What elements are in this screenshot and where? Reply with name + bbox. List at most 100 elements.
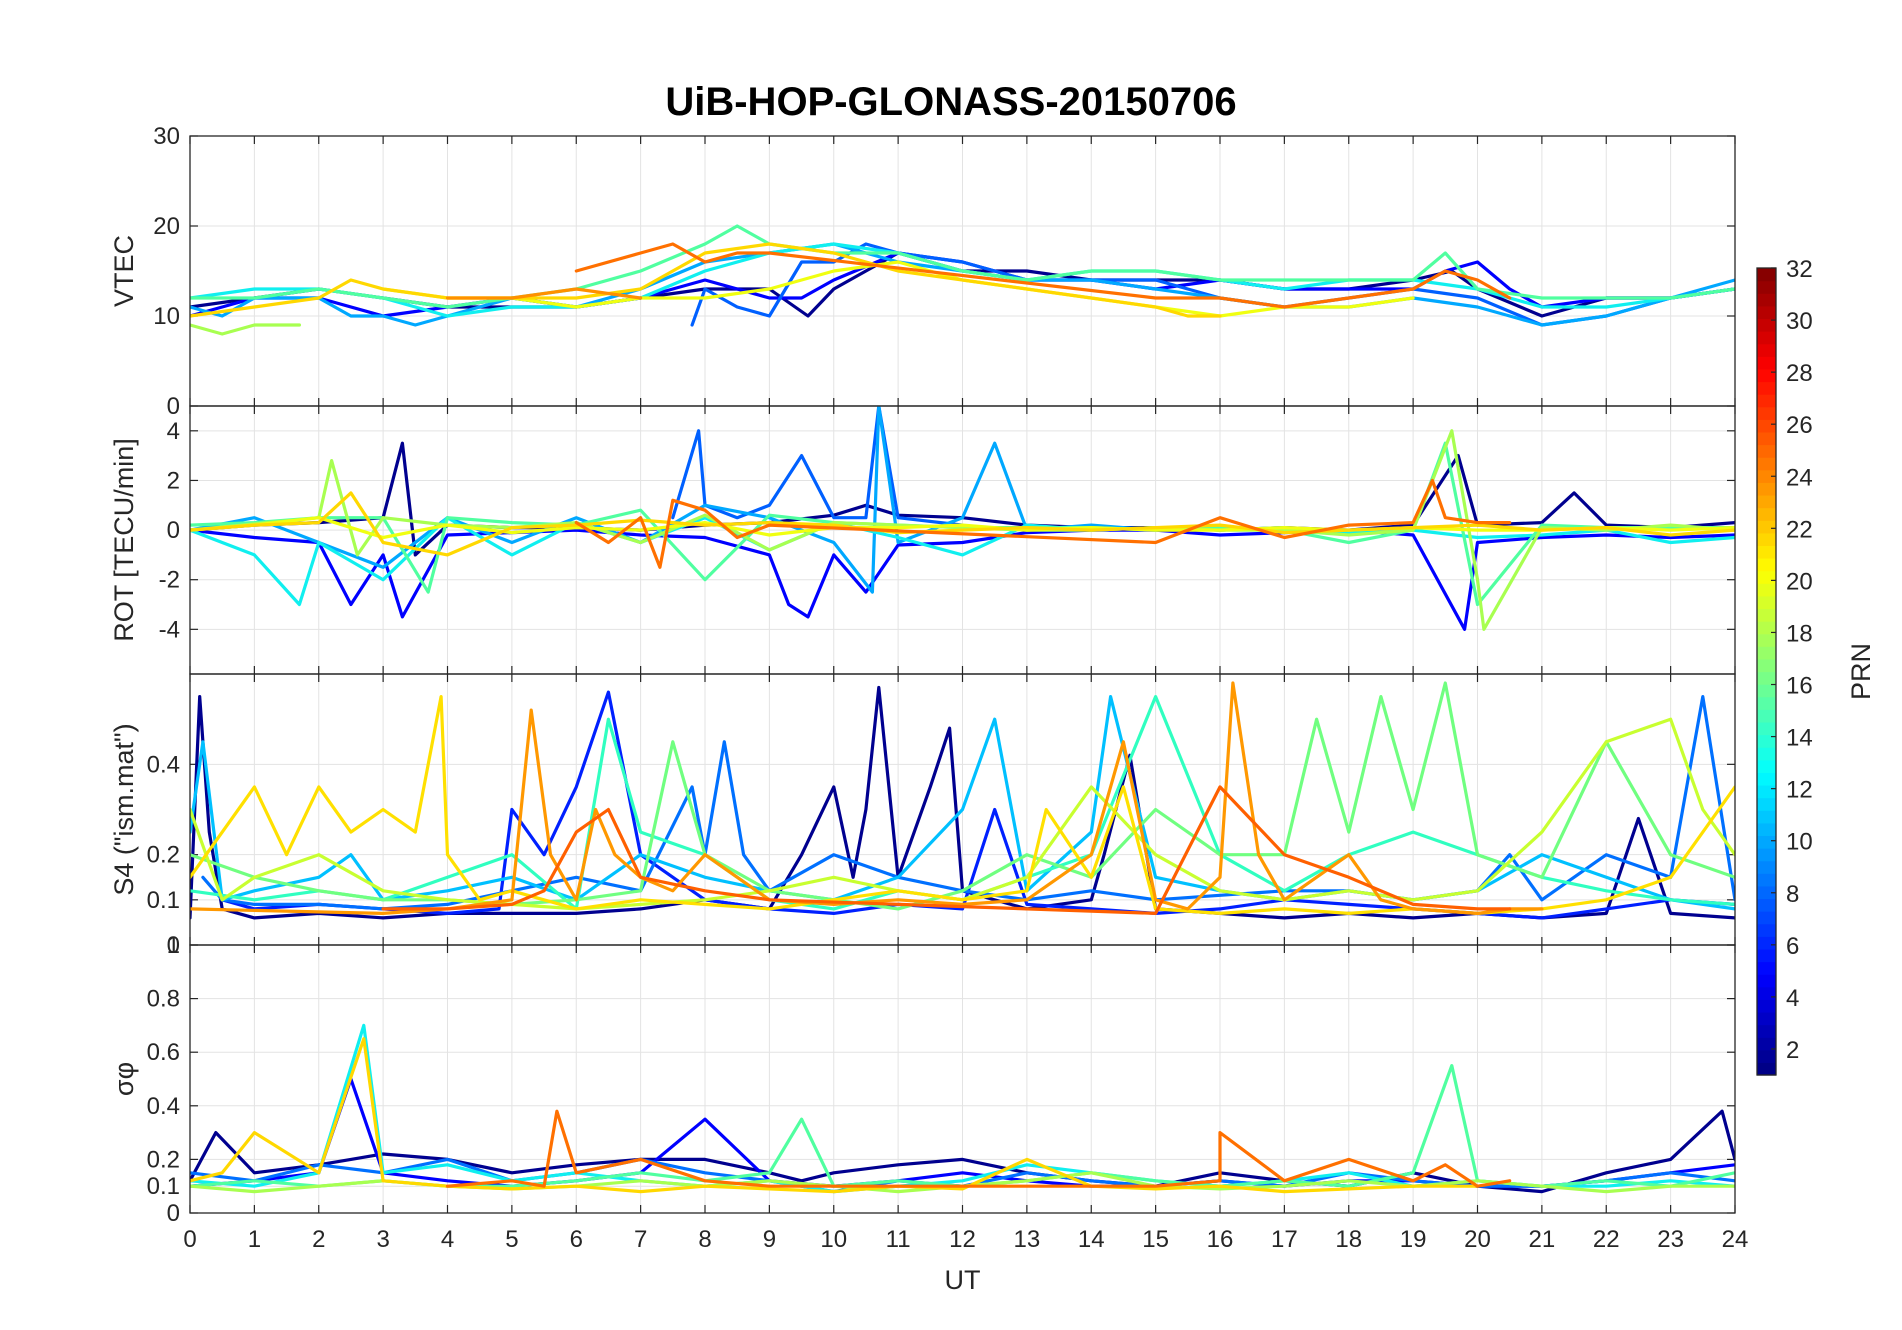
colorbar-segment [1757, 923, 1776, 937]
series-prn-20 [190, 516, 1735, 540]
y-tick-label: 0.1 [147, 887, 180, 914]
colorbar-segment [1757, 658, 1776, 673]
colorbar-segment [1757, 696, 1776, 710]
series-prn-24 [445, 1109, 1512, 1188]
colorbar-segment [1757, 646, 1776, 660]
y-axis-label: S4 ("ism.mat") [109, 723, 139, 895]
y-tick-label: 0.1 [147, 1173, 180, 1200]
colorbar-segment [1757, 608, 1776, 622]
y-tick-label: 4 [167, 418, 180, 445]
x-tick-label: 1 [248, 1226, 261, 1253]
colorbar-tick-label: 6 [1786, 933, 1799, 960]
x-tick-label: 12 [949, 1226, 976, 1253]
colorbar-segment [1757, 356, 1776, 370]
colorbar-segment [1757, 734, 1776, 748]
x-tick-label: 18 [1335, 1226, 1362, 1253]
colorbar-segment [1757, 570, 1776, 584]
y-tick-label: 0 [167, 393, 180, 420]
colorbar-tick-label: 28 [1786, 360, 1813, 387]
colorbar-segment [1757, 1011, 1776, 1026]
colorbar-segment [1757, 469, 1776, 483]
x-axis: 0 1 2 3 4 5 6 7 8 9 10 11 12 13 14 15 16 17 18 19 20 21 22 23 24… [183, 1226, 1748, 1295]
series-prn-21 [190, 695, 1735, 915]
colorbar-tick-label: 24 [1786, 464, 1813, 491]
y-tick-label: 0.6 [147, 1039, 180, 1066]
x-tick-label: 17 [1271, 1226, 1298, 1253]
series-prn-1 [190, 1109, 1735, 1194]
series-prn-21 [190, 1037, 1480, 1194]
y-axis-label: VTEC [109, 235, 139, 307]
panel-1: 0 10 20 30 VTEC [109, 123, 1736, 420]
colorbar-segment [1757, 633, 1776, 647]
y-tick-label: 0.8 [147, 986, 180, 1013]
series-prn-23 [190, 681, 1544, 915]
colorbar-segment [1757, 873, 1776, 887]
colorbar-segment [1757, 986, 1776, 1000]
colorbar-segment [1757, 621, 1776, 635]
y-tick-label: -4 [159, 616, 180, 643]
colorbar-tick-label: 32 [1786, 256, 1813, 283]
colorbar-segment [1757, 280, 1776, 294]
colorbar-tick-label: 2 [1786, 1037, 1799, 1064]
colorbar-segment [1757, 532, 1776, 547]
colorbar-segment [1757, 431, 1776, 446]
colorbar-segment [1757, 507, 1776, 521]
x-tick-label: 8 [698, 1226, 711, 1253]
series-prn-12 [190, 516, 1735, 607]
series-prn-21 [190, 242, 1222, 318]
x-tick-label: 20 [1464, 1226, 1491, 1253]
colorbar-segment [1757, 759, 1776, 773]
colorbar-segment [1757, 545, 1776, 559]
colorbar-segment [1757, 520, 1776, 534]
y-tick-label: 10 [153, 303, 180, 330]
colorbar-tick-label: 10 [1786, 829, 1813, 856]
colorbar-segment [1757, 898, 1776, 912]
series-prn-18 [190, 323, 301, 336]
y-tick-label: 20 [153, 213, 180, 240]
colorbar-segment [1757, 848, 1776, 862]
colorbar-tick-label: 8 [1786, 881, 1799, 908]
x-tick-label: 9 [763, 1226, 776, 1253]
x-tick-label: 23 [1657, 1226, 1684, 1253]
colorbar-segment [1757, 305, 1776, 320]
colorbar-segment [1757, 948, 1776, 963]
series-prn-24 [574, 478, 1512, 569]
colorbar-tick-label: 30 [1786, 308, 1813, 335]
y-tick-label: 0.4 [147, 751, 180, 778]
x-tick-label: 10 [820, 1226, 847, 1253]
colorbar-tick-label: 18 [1786, 620, 1813, 647]
x-tick-label: 22 [1593, 1226, 1620, 1253]
y-tick-label: 0 [167, 517, 180, 544]
colorbar-segment [1757, 381, 1776, 395]
x-tick-label: 3 [376, 1226, 389, 1253]
x-tick-label: 0 [183, 1226, 196, 1253]
colorbar-segment [1757, 999, 1776, 1013]
chart-title: UiB-HOP-GLONASS-20150706 [665, 80, 1236, 124]
colorbar-frame [1756, 267, 1777, 1076]
x-tick-label: 7 [634, 1226, 647, 1253]
colorbar-segment [1757, 747, 1776, 761]
colorbar-segment [1757, 822, 1776, 837]
x-tick-label: 24 [1722, 1226, 1749, 1253]
y-tick-label: 2 [167, 467, 180, 494]
x-tick-label: 13 [1014, 1226, 1041, 1253]
x-tick-label: 19 [1400, 1226, 1427, 1253]
colorbar-segment [1757, 368, 1776, 383]
colorbar-segment [1757, 268, 1776, 282]
colorbar-segment [1757, 772, 1776, 786]
x-tick-label: 14 [1078, 1226, 1105, 1253]
colorbar-segment [1757, 709, 1776, 723]
colorbar-tick-label: 16 [1786, 673, 1813, 700]
colorbar-segment [1757, 482, 1776, 496]
colorbar-segment [1757, 318, 1776, 332]
colorbar-segment [1757, 671, 1776, 685]
x-tick-label: 5 [505, 1226, 518, 1253]
colorbar-segment [1757, 1062, 1776, 1076]
colorbar-segment [1757, 1037, 1776, 1051]
colorbar-segment [1757, 583, 1776, 597]
series-prn-3 [190, 528, 1735, 631]
colorbar-tick-label: 4 [1786, 985, 1799, 1012]
colorbar-segment [1757, 394, 1776, 408]
y-tick-label: 0.2 [147, 842, 180, 869]
